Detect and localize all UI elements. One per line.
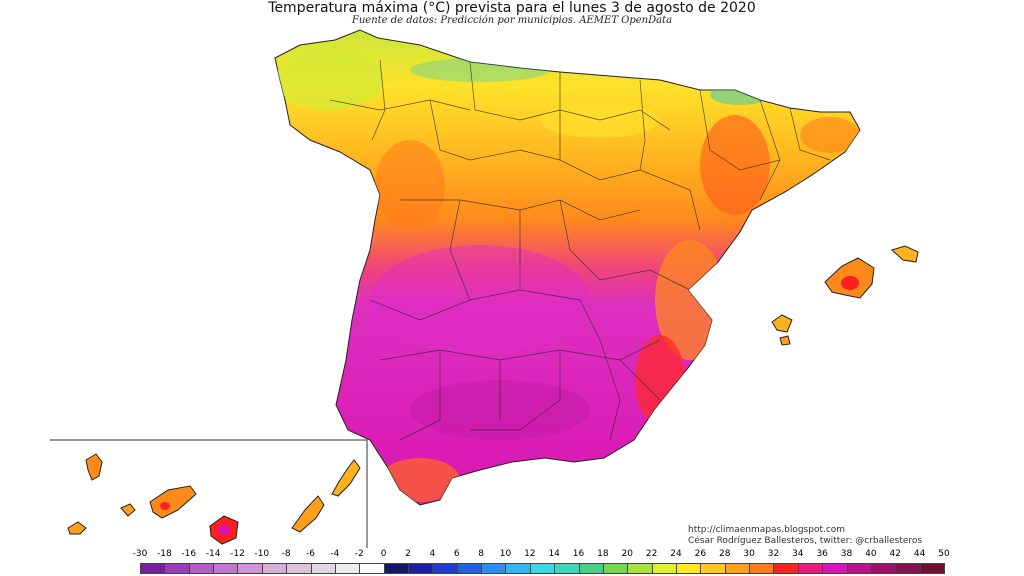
legend-tick-label: -16	[181, 549, 197, 559]
legend-tick-label: 14	[548, 549, 560, 559]
canary-islands-inset	[50, 439, 368, 548]
legend-color-swatch	[822, 563, 848, 574]
legend-tick-label: 42	[889, 549, 901, 559]
legend-color-swatch	[554, 563, 580, 574]
author-credit: César Rodríguez Ballesteros, twitter: @c…	[688, 536, 923, 546]
legend-color-swatch	[676, 563, 702, 574]
legend-color-swatch	[140, 563, 166, 574]
legend-tick-label: -4	[330, 549, 340, 559]
legend-color-swatch	[870, 563, 897, 574]
legend-color-swatch	[846, 563, 872, 574]
legend-tick-label: 36	[816, 549, 828, 559]
legend-color-swatch	[432, 563, 458, 574]
legend-color-swatch	[383, 563, 409, 574]
legend-tick-label: -14	[205, 549, 221, 559]
legend-color-swatch	[237, 563, 263, 574]
legend-color-swatch	[481, 563, 507, 574]
legend-color-swatch	[213, 563, 239, 574]
legend-color-swatch	[359, 563, 385, 574]
temperature-map	[50, 29, 919, 548]
legend-tick-label: -12	[230, 549, 245, 559]
legend-tick-label: 22	[645, 549, 658, 559]
color-legend: -30 -18 -16 -14 -12 -10 -8 -6 -4 -2 0 2 4 6 8 10 12 14 16 1…	[0, 549, 1024, 576]
legend-color-swatch	[797, 563, 824, 574]
legend-tick-label: 4	[429, 549, 436, 559]
legend-tick-label: 0	[380, 549, 387, 559]
legend-tick-label: -8	[281, 549, 291, 559]
legend-color-swatch	[773, 563, 799, 574]
map-title: Temperatura máxima (°C) prevista para el…	[268, 0, 756, 16]
legend-color-swatch	[749, 563, 775, 574]
legend-color-swatch	[310, 563, 336, 574]
legend-tick-label: -6	[306, 549, 316, 559]
peninsula	[274, 29, 861, 506]
blog-credit: http://climaenmapas.blogspot.com	[688, 525, 846, 535]
legend-tick-label: 38	[840, 549, 853, 559]
legend-color-swatch	[700, 563, 726, 574]
legend-tick-label: 30	[743, 549, 755, 559]
legend-tick-label: 24	[670, 549, 682, 559]
legend-tick-label: 34	[792, 549, 804, 559]
map-subtitle: Fuente de datos: Predicción por municipi…	[351, 15, 673, 26]
legend-tick-label: 26	[694, 549, 707, 559]
legend-color-swatch	[919, 563, 945, 574]
legend-color-swatch	[164, 563, 190, 574]
legend-color-swatch	[724, 563, 751, 574]
legend-color-swatch	[578, 563, 604, 574]
legend-color-swatch	[456, 563, 483, 574]
legend-tick-label: 18	[597, 549, 609, 559]
legend-color-swatch	[529, 563, 556, 574]
legend-color-swatch	[286, 563, 312, 574]
legend-tick-label: 12	[524, 549, 536, 559]
legend-color-swatch	[602, 563, 629, 574]
legend-color-swatch	[408, 563, 434, 574]
legend-tick-label: 20	[621, 549, 633, 559]
legend-color-swatch	[651, 563, 677, 574]
legend-tick-label: 2	[405, 549, 411, 559]
legend-color-swatch	[188, 563, 215, 574]
legend-tick-label: 28	[718, 549, 731, 559]
legend-color-swatch	[627, 563, 653, 574]
legend-color-swatch	[334, 563, 361, 574]
legend-tick-label: 8	[478, 549, 484, 559]
legend-tick-label: 16	[572, 549, 585, 559]
balearic-islands	[771, 245, 919, 346]
legend-tick-label: 40	[865, 549, 877, 559]
legend-tick-label: -10	[254, 549, 270, 559]
legend-tick-label: -18	[157, 549, 172, 559]
legend-tick-label: 10	[499, 549, 512, 559]
legend-tick-label: 32	[767, 549, 780, 559]
legend-tick-label: 44	[913, 549, 926, 559]
legend-color-swatch	[261, 563, 288, 574]
legend-tick-label: 6	[453, 549, 460, 559]
legend-tick-label: 50	[938, 549, 950, 559]
legend-tick-label: -30	[132, 549, 148, 559]
legend-color-swatch	[895, 563, 921, 574]
legend-color-swatch	[505, 563, 531, 574]
legend-tick-label: -2	[354, 549, 364, 559]
